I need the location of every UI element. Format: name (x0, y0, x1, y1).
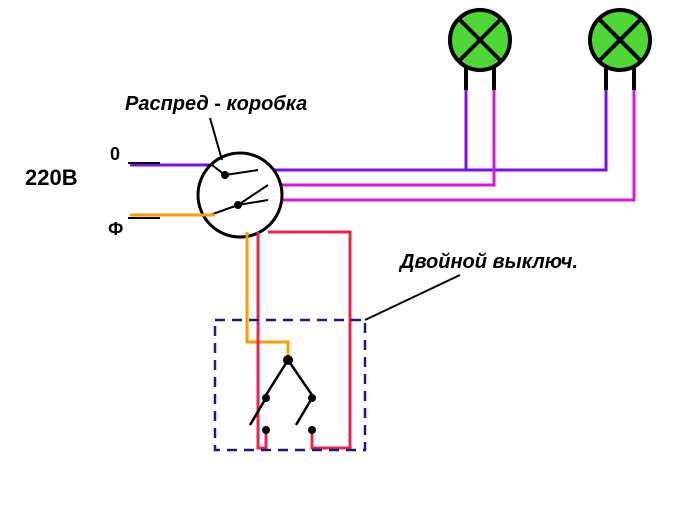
switch-box (215, 320, 365, 450)
junction-box (198, 153, 282, 237)
junction-box-label: Распред - коробка (125, 93, 307, 115)
voltage-label: 220В (25, 165, 78, 190)
switch-label: Двойной выключ. (398, 251, 578, 273)
switch-label-leader (365, 275, 460, 320)
junction-label-leader (210, 118, 222, 160)
double-switch (250, 355, 316, 434)
red-wire-out1 (258, 232, 266, 448)
phase-label: Ф (108, 219, 123, 239)
phase-wire (130, 215, 288, 355)
neutral-label: 0 (110, 144, 120, 164)
lamp-2 (590, 10, 650, 70)
red-wire-out2 (268, 232, 350, 448)
lamp-1 (450, 10, 510, 70)
wiring-diagram: 220В 0 Ф Распред - коробка Двойной выклю… (0, 0, 700, 500)
